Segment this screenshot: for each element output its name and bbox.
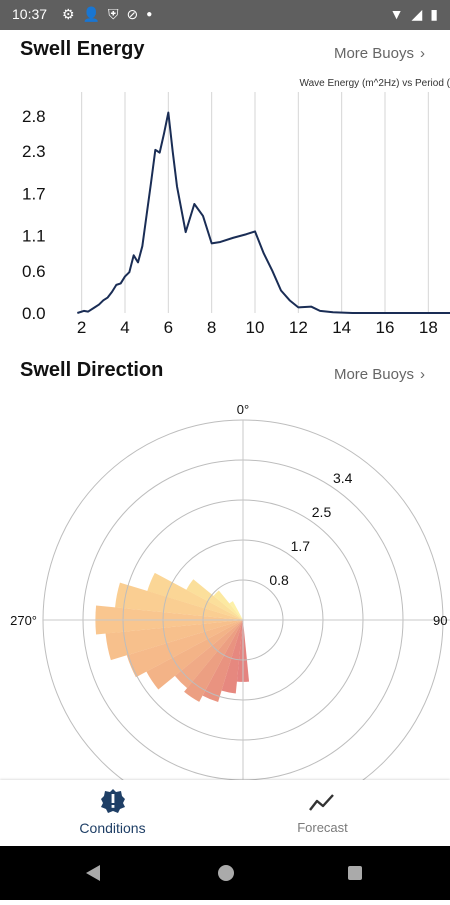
blocked-icon: ⊘ <box>126 6 139 22</box>
x-tick-label: 16 <box>376 318 395 337</box>
direction-bar <box>146 620 243 690</box>
nav-conditions-label: Conditions <box>79 820 146 836</box>
y-tick-label: 2.8 <box>22 107 46 126</box>
swell-direction-title: Swell Direction <box>20 359 164 381</box>
person-add-icon: 👤 <box>82 6 100 22</box>
signal-icon: ◢ <box>411 6 423 22</box>
energy-chart: 2 4 6 8 10 12 14 16 18 0.0 0.6 1.1 1.7 2.3 2.8 <box>22 92 450 337</box>
y-tick-label: 0.6 <box>22 262 46 281</box>
direction-bar <box>213 590 243 620</box>
direction-bar <box>184 620 243 702</box>
direction-bar <box>186 579 243 620</box>
wifi-icon: ▼ <box>389 6 404 22</box>
shield-icon: ⛨ <box>108 6 119 22</box>
swell-energy-title: Swell Energy <box>20 38 145 60</box>
radial-tick-label: 0.8 <box>269 572 289 588</box>
status-bar: 10:37 ⚙ 👤 ⛨ ⊘ ● ▼ ◢ ▮ <box>0 0 450 30</box>
direction-bar <box>126 620 243 678</box>
direction-bar <box>229 601 243 620</box>
more-buoys-label: More Buoys <box>333 45 414 62</box>
x-tick-label: 12 <box>289 318 308 337</box>
dot-icon: ● <box>146 9 153 20</box>
x-tick-label: 2 <box>77 318 86 337</box>
direction-bar <box>105 620 243 661</box>
chevron-right-icon: › <box>420 366 425 383</box>
radial-tick-label: 3.4 <box>333 470 353 486</box>
nav-conditions[interactable]: Conditions <box>0 780 225 846</box>
y-tick-label: 2.3 <box>22 142 46 161</box>
home-icon[interactable] <box>218 865 234 881</box>
settings-icon: ⚙ <box>62 6 75 22</box>
direction-chart: 0° 270° 90 0.8 1.7 2.5 3.4 <box>10 402 450 780</box>
back-icon[interactable] <box>86 865 100 881</box>
direction-bar <box>202 620 243 703</box>
chevron-right-icon: › <box>420 45 425 62</box>
y-tick-label: 1.7 <box>22 184 46 203</box>
nav-forecast-label: Forecast <box>297 820 348 835</box>
y-tick-label: 1.1 <box>22 227 46 246</box>
energy-series-line <box>77 111 450 314</box>
energy-chart-caption: Wave Energy (m^2Hz) vs Period ( <box>299 78 450 89</box>
more-buoys-link-direction[interactable]: More Buoys › <box>334 366 425 383</box>
trend-line-icon <box>309 794 334 811</box>
x-tick-label: 18 <box>419 318 438 337</box>
recents-icon[interactable] <box>348 866 362 880</box>
direction-bar <box>174 620 243 689</box>
alert-badge-icon <box>101 789 125 813</box>
nav-forecast[interactable]: Forecast <box>210 780 435 846</box>
radial-tick-label: 2.5 <box>312 504 332 520</box>
x-tick-label: 10 <box>246 318 265 337</box>
angle-label-90: 90 <box>433 613 447 628</box>
direction-bar <box>115 582 243 620</box>
bottom-nav: Conditions Forecast <box>0 780 450 846</box>
android-nav-bar <box>0 846 450 900</box>
angle-label-0: 0° <box>237 402 249 417</box>
more-buoys-link-energy[interactable]: More Buoys › <box>334 45 425 62</box>
status-time: 10:37 <box>12 6 48 22</box>
y-tick-label: 0.0 <box>22 304 46 323</box>
angle-label-270: 270° <box>10 613 37 628</box>
x-tick-label: 8 <box>207 318 216 337</box>
radial-tick-label: 1.7 <box>291 538 311 554</box>
battery-icon: ▮ <box>430 6 438 22</box>
x-tick-label: 14 <box>332 318 351 337</box>
direction-bar <box>221 620 243 694</box>
x-tick-label: 4 <box>120 318 129 337</box>
more-buoys-label: More Buoys <box>333 366 414 383</box>
x-tick-label: 6 <box>164 318 173 337</box>
